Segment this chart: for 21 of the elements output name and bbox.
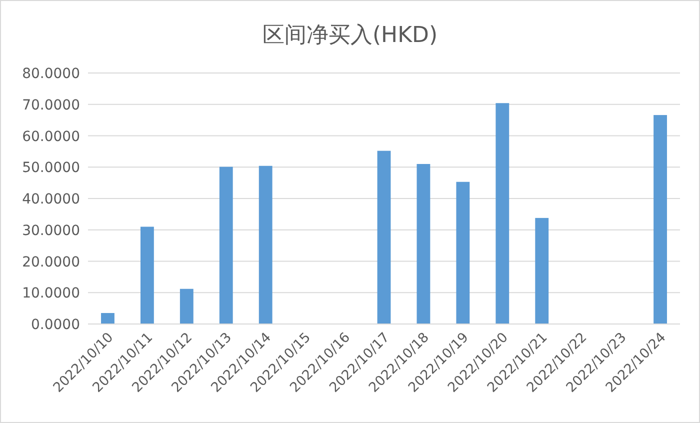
y-tick-label: 40.0000 xyxy=(22,192,80,208)
bar xyxy=(219,166,233,324)
y-tick-label: 30.0000 xyxy=(22,222,80,239)
y-tick-label: 70.0000 xyxy=(22,97,80,114)
y-tick-label: 10.0000 xyxy=(22,286,80,302)
y-tick-label: 60.0000 xyxy=(22,128,80,145)
bar xyxy=(101,313,114,324)
bar xyxy=(140,226,154,324)
bar xyxy=(456,182,470,324)
bar xyxy=(258,166,272,324)
bar xyxy=(654,115,667,324)
bar xyxy=(496,103,510,324)
y-tick-label: 80.0000 xyxy=(22,66,80,82)
y-tick-label: 50.0000 xyxy=(22,160,80,176)
bar xyxy=(535,218,549,324)
bar xyxy=(180,288,194,324)
y-tick-label: 0.0000 xyxy=(31,317,80,333)
y-tick-label: 20.0000 xyxy=(22,254,80,270)
chart-title: 区间净买入(HKD) xyxy=(262,23,438,48)
bar xyxy=(416,164,430,324)
bar xyxy=(377,150,391,324)
